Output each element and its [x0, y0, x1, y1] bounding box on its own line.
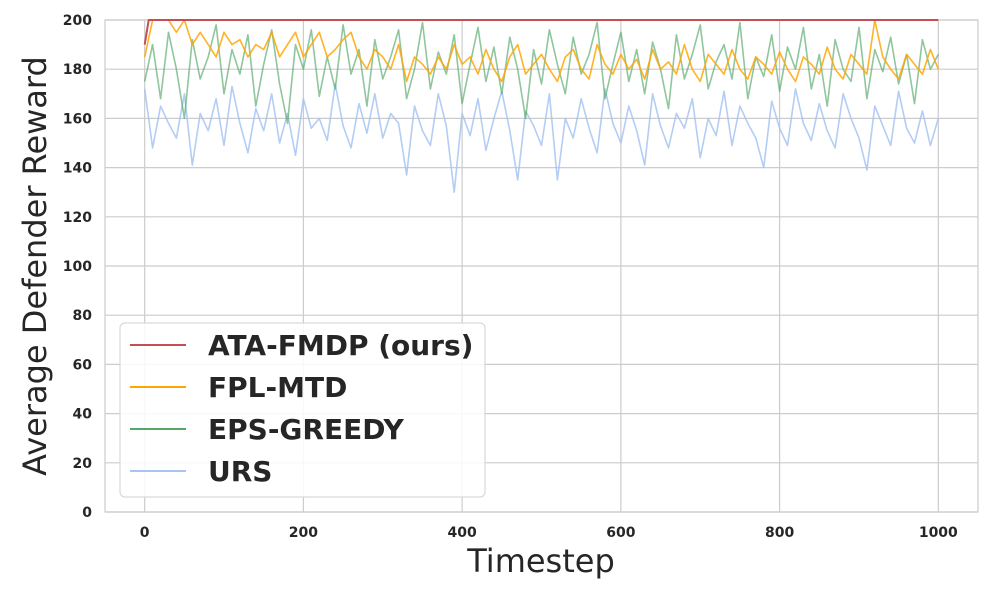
- series-line-eps-greedy: [143, 21, 940, 125]
- y-tick-label: 200: [63, 13, 92, 29]
- x-tick-label: 400: [448, 525, 477, 541]
- y-tick-label: 40: [73, 407, 93, 423]
- tick-labels: 0 200 400 600 800 1000 0 20 40 60 80 100 120 140 160 18…: [63, 13, 958, 541]
- y-tick-label: 160: [63, 111, 92, 127]
- y-tick-label: 80: [73, 308, 93, 324]
- y-tick-label: 180: [63, 62, 92, 78]
- y-tick-label: 20: [73, 456, 93, 472]
- legend-label-urs: URS: [208, 455, 272, 488]
- x-tick-label: 600: [606, 525, 635, 541]
- legend-label-fpl-mtd: FPL-MTD: [208, 371, 347, 404]
- y-tick-label: 100: [63, 259, 92, 275]
- x-tick-label: 1000: [919, 525, 958, 541]
- y-tick-label: 120: [63, 210, 92, 226]
- y-axis-label: Average Defender Reward: [16, 56, 54, 476]
- y-tick-label: 0: [82, 505, 92, 521]
- series-layer: [143, 19, 940, 193]
- legend-label-ata-fmdp: ATA-FMDP (ours): [208, 329, 473, 362]
- series-line-fpl-mtd: [143, 19, 940, 83]
- legend: ATA-FMDP (ours) FPL-MTD EPS-GREEDY URS: [119, 322, 486, 498]
- x-tick-label: 200: [289, 525, 318, 541]
- legend-label-eps-greedy: EPS-GREEDY: [208, 413, 404, 446]
- y-tick-label: 140: [63, 161, 92, 177]
- legend-box: [119, 322, 486, 498]
- x-tick-label: 800: [765, 525, 794, 541]
- x-tick-label: 0: [140, 525, 150, 541]
- series-line-urs: [143, 83, 940, 193]
- series-line-ata-fmdp-ours: [143, 19, 939, 45]
- y-tick-label: 60: [73, 357, 93, 373]
- x-axis-label: Timestep: [466, 542, 615, 580]
